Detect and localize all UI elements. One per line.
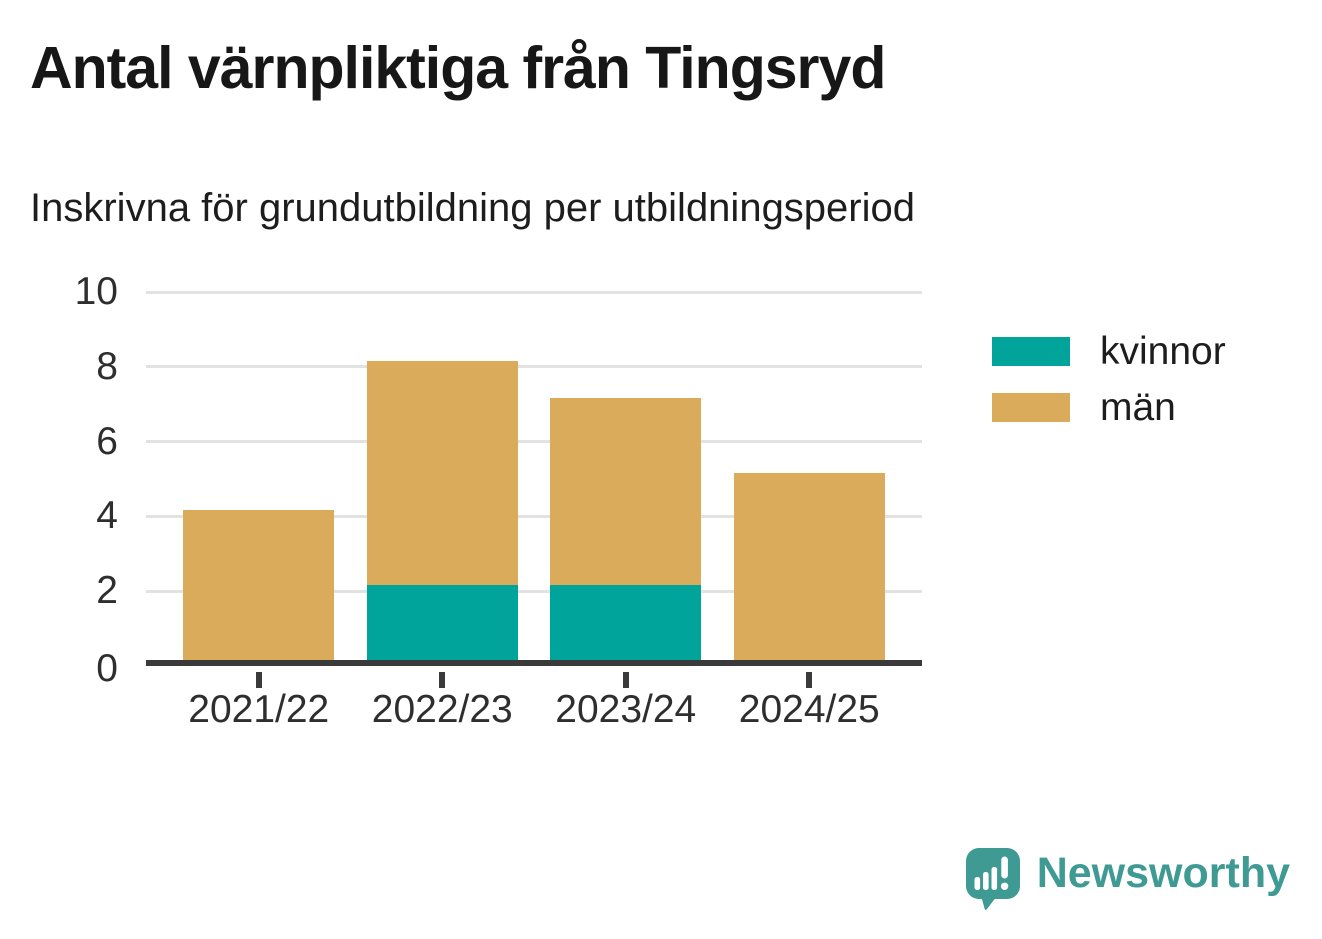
bar-segment-kvinnor-2022/23 <box>366 585 518 660</box>
bar-segment-män-2021/22 <box>183 510 335 660</box>
plot-area <box>146 290 922 666</box>
bar-segment-män-2024/25 <box>733 473 885 660</box>
bar-segment-män-2022/23 <box>366 360 518 586</box>
newsworthy-logo: Newsworthy <box>965 847 1290 911</box>
legend-swatch <box>992 392 1070 422</box>
gridline-2 <box>146 589 922 593</box>
x-axis-tick-label: 2022/23 <box>371 688 513 731</box>
legend-item-män: män <box>992 385 1226 429</box>
legend-swatch <box>992 336 1070 366</box>
x-axis-tick-label: 2023/24 <box>555 688 697 731</box>
gridline-10 <box>146 290 922 294</box>
x-axis-tick <box>806 672 813 688</box>
y-axis-tick-label: 2 <box>96 569 118 613</box>
legend-label: män <box>1100 385 1176 429</box>
x-axis-tick <box>622 672 629 688</box>
logo-wordmark: Newsworthy <box>1036 848 1290 897</box>
x-axis-tick <box>255 672 262 688</box>
logo-bubble-icon <box>965 848 1020 910</box>
bar-segment-män-2023/24 <box>550 398 702 586</box>
x-axis-tick <box>439 672 446 688</box>
y-axis-tick-label: 6 <box>96 419 118 463</box>
x-axis-tick-label: 2021/22 <box>188 688 330 731</box>
y-axis-tick-label: 4 <box>96 494 118 538</box>
y-axis-tick-label: 8 <box>96 344 118 388</box>
legend-label: kvinnor <box>1100 329 1226 373</box>
chart-title: Antal värnpliktiga från Tingsryd <box>30 35 886 101</box>
legend-item-kvinnor: kvinnor <box>992 329 1226 373</box>
legend: kvinnor män <box>992 332 1226 444</box>
y-axis-tick-label: 10 <box>74 270 118 313</box>
chart-subtitle: Inskrivna för grundutbildning per utbild… <box>30 186 915 230</box>
y-axis-tick-label: 0 <box>96 647 118 690</box>
gridline-6 <box>146 440 922 444</box>
gridline-4 <box>146 514 922 518</box>
bar-segment-kvinnor-2023/24 <box>550 585 702 660</box>
x-axis-tick-label: 2024/25 <box>738 688 880 731</box>
gridline-8 <box>146 365 922 369</box>
